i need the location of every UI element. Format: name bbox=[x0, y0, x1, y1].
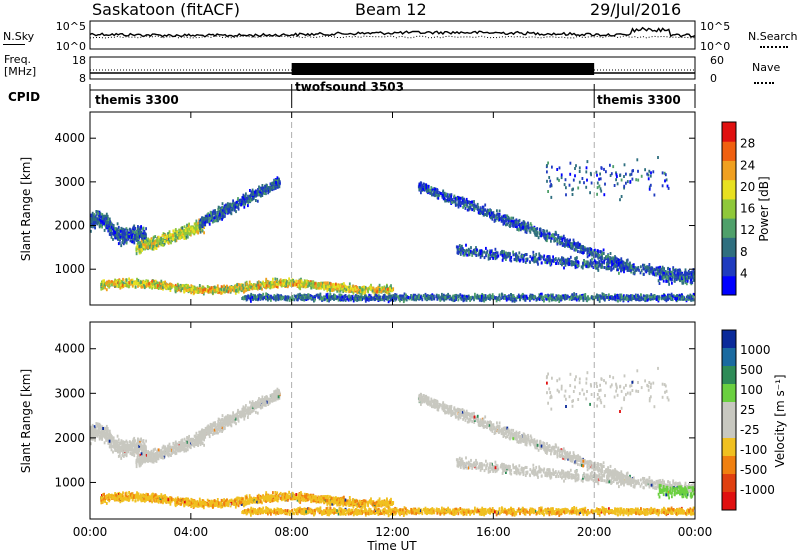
date-title: 29/Jul/2016 bbox=[590, 0, 682, 19]
cpid-change-markers bbox=[291, 112, 595, 519]
cpid-label: CPID bbox=[8, 90, 41, 104]
power-panel-bg bbox=[90, 112, 695, 305]
nsearch-label: N.Search bbox=[748, 30, 798, 43]
power-y-axis-label: Slant Range [km] bbox=[19, 157, 33, 261]
freq-tick-bottom: 8 bbox=[79, 72, 86, 85]
cpid-segment-3: themis 3300 bbox=[597, 93, 681, 107]
velocity-colorbar-label: Velocity [m s⁻¹] bbox=[773, 374, 787, 467]
nsky-tick-top: 10^5 bbox=[56, 20, 86, 33]
nsky-trace bbox=[89, 26, 696, 38]
nsky-tick-bottom: 10^0 bbox=[56, 40, 86, 53]
power-scatter bbox=[90, 156, 695, 304]
nsky-label: N.Sky bbox=[3, 30, 35, 43]
nsearch-legend-line bbox=[760, 46, 788, 48]
nsearch-tick-bottom: 10^0 bbox=[700, 40, 730, 53]
nsky-panel bbox=[89, 20, 696, 50]
power-colorbar-label: Power [dB] bbox=[757, 176, 771, 241]
x-ticks: 00:00 04:00 08:00 12:00 16:00 20:00 00:00 bbox=[73, 112, 712, 539]
freq-tick-top: 18 bbox=[72, 54, 86, 67]
nsky-legend-line bbox=[3, 44, 25, 45]
station-title: Saskatoon (fitACF) bbox=[92, 0, 241, 19]
velocity-panel-bg bbox=[90, 322, 695, 519]
beam-title: Beam 12 bbox=[355, 0, 427, 19]
velocity-scatter bbox=[90, 366, 695, 518]
velocity-y-axis-label: Slant Range [km] bbox=[19, 369, 33, 473]
nave-label: Nave bbox=[752, 61, 781, 74]
nsearch-trace bbox=[89, 35, 696, 39]
freq-unit-label: [MHz] bbox=[4, 65, 37, 78]
nave-hatch-block bbox=[291, 63, 595, 75]
nave-tick-top: 60 bbox=[710, 54, 724, 67]
nave-tick-bottom: 0 bbox=[710, 72, 717, 85]
nave-legend-line bbox=[754, 82, 774, 84]
cpid-segment-2: twofsound 3503 bbox=[295, 80, 404, 94]
x-axis-label: Time UT bbox=[366, 539, 417, 553]
freq-panel bbox=[89, 56, 696, 80]
freq-label: Freq. bbox=[4, 53, 32, 66]
nsearch-tick-top: 10^5 bbox=[700, 20, 730, 33]
cpid-segment-1: themis 3300 bbox=[95, 93, 179, 107]
